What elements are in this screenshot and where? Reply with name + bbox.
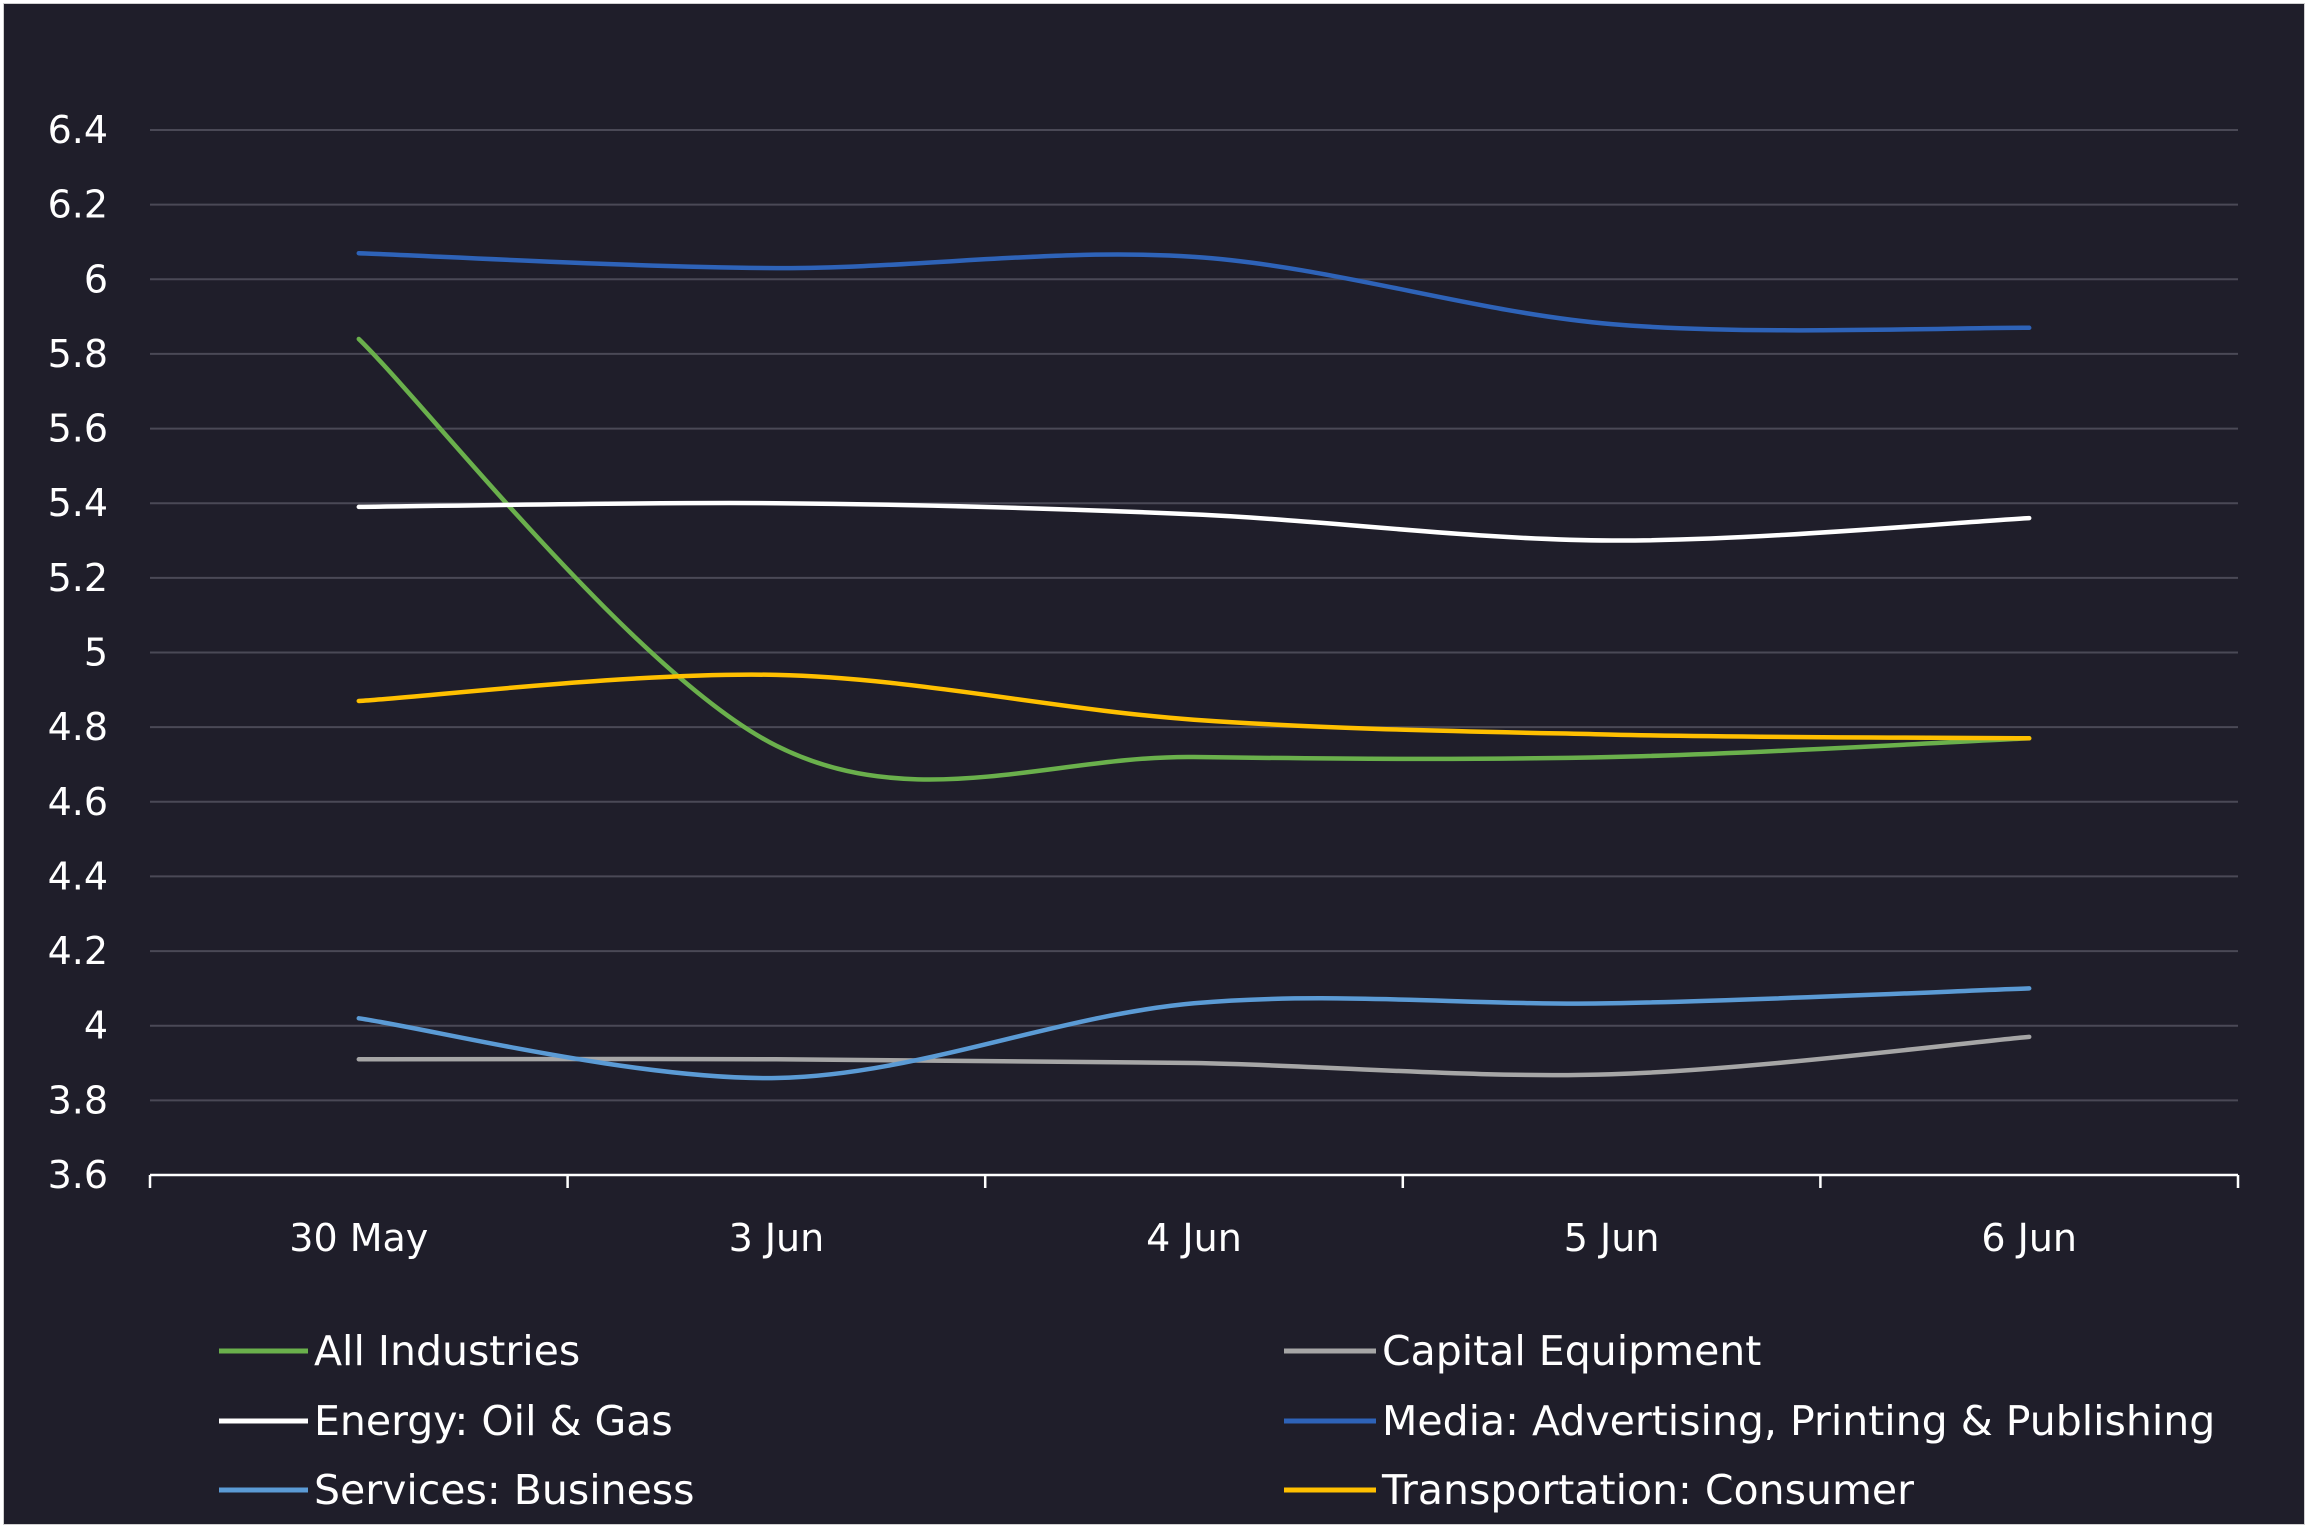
x-tick-label: 5 Jun <box>1564 1216 1660 1260</box>
y-tick-label: 4.6 <box>48 780 108 824</box>
line-chart: 6.46.265.85.65.45.254.84.64.44.243.83.6 … <box>48 108 2240 1514</box>
y-tick-label: 5.6 <box>48 407 108 451</box>
y-tick-label: 6.2 <box>48 183 108 227</box>
series-line-transportation-consumer <box>356 672 2032 741</box>
series-line-energy-oil-gas <box>356 500 2032 543</box>
legend-item-capital-equipment: Capital Equipment <box>1284 1327 1761 1375</box>
legend-item-transportation-consumer: Transportation: Consumer <box>1284 1466 1914 1514</box>
series-lines <box>356 250 2032 1081</box>
y-tick-label: 5.2 <box>48 556 108 600</box>
legend-label: Capital Equipment <box>1382 1327 1761 1375</box>
y-tick-label: 4.4 <box>48 854 108 898</box>
series-line-capital-equipment <box>356 1034 2032 1078</box>
y-tick-label: 6.4 <box>48 108 108 152</box>
y-tick-label: 4 <box>84 1004 108 1048</box>
x-tick-label: 4 Jun <box>1146 1216 1242 1260</box>
legend-item-energy-oil-gas: Energy: Oil & Gas <box>219 1397 673 1445</box>
y-tick-label: 4.2 <box>48 929 108 973</box>
legend-label: All Industries <box>314 1327 580 1375</box>
y-tick-label: 5 <box>84 631 108 675</box>
series-line-services-business <box>356 986 2032 1081</box>
gridlines <box>150 129 2238 1102</box>
y-tick-label: 4.8 <box>48 705 108 749</box>
y-tick-label: 3.8 <box>48 1078 108 1122</box>
legend-item-media-advertising-printing-publishing: Media: Advertising, Printing & Publishin… <box>1284 1397 2215 1445</box>
legend-item-all-industries: All Industries <box>219 1327 580 1375</box>
chart-frame: 6.4 6.2 6 5.8 5.6 5.4 5.2 5 4.8 4.6 4.4 4.2 4 3.8 3.6 … <box>3 3 2305 1525</box>
legend-label: Energy: Oil & Gas <box>314 1397 673 1445</box>
y-tick-label: 3.6 <box>48 1153 108 1197</box>
series-line-all-industries <box>356 336 2032 782</box>
y-tick-label: 6 <box>84 257 108 301</box>
legend-label: Services: Business <box>314 1466 695 1514</box>
legend-label: Transportation: Consumer <box>1381 1466 1914 1514</box>
y-tick-label: 5.8 <box>48 332 108 376</box>
series-line-media-advertising-printing-publishing <box>356 250 2032 333</box>
x-tick-label: 3 Jun <box>729 1216 825 1260</box>
y-axis-tick-labels: 6.4 6.2 6 5.8 5.6 5.4 5.2 5 4.8 4.6 4.4 4.2 4 3.8 3.6 <box>48 108 108 1197</box>
x-axis-tick-labels: 30 May 3 Jun 4 Jun 5 Jun 6 Jun <box>289 1216 2077 1260</box>
legend-item-services-business: Services: Business <box>219 1466 695 1514</box>
x-tick-label: 6 Jun <box>1981 1216 2077 1260</box>
legend-label: Media: Advertising, Printing & Publishin… <box>1382 1397 2215 1445</box>
y-tick-label: 5.4 <box>48 481 108 525</box>
x-tick-label: 30 May <box>289 1216 428 1260</box>
x-axis <box>148 1173 2240 1188</box>
legend: All Industries Capital Equipment Energy: O… <box>219 1327 2215 1514</box>
